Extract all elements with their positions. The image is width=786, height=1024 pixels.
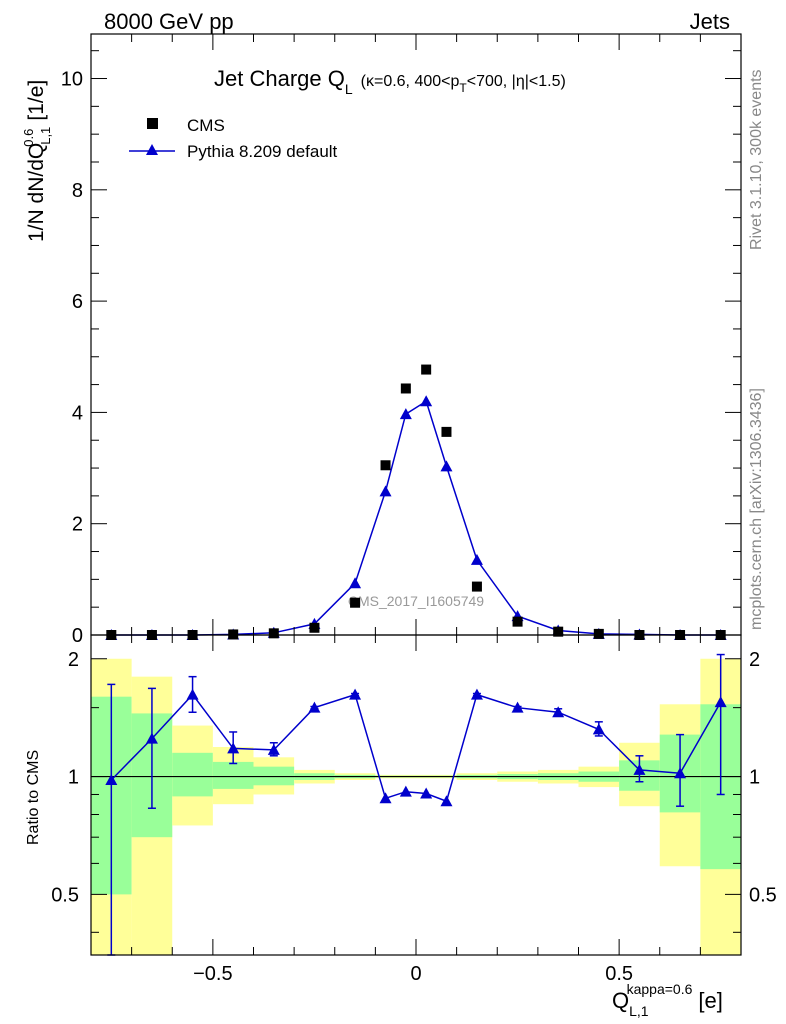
pythia-point (399, 408, 412, 420)
watermark-label: CMS_2017_I1605749 (348, 593, 484, 609)
cms-point (309, 622, 320, 633)
ratio-xlabel: QL,1 kappa=0.6 [e] (612, 981, 723, 1019)
ratio-point (186, 688, 199, 700)
main-ytick-label: 4 (72, 402, 83, 424)
ratio-point (420, 787, 433, 799)
main-title: Jet Charge QL (κ=0.6, 400<pT<700, |η|<1.5… (214, 66, 566, 97)
legend-pythia-marker (146, 144, 158, 155)
ratio-band-inner (172, 752, 213, 797)
ylabel-sup: 0.6 (21, 129, 36, 147)
cms-point (553, 626, 564, 637)
pythia-point (420, 395, 433, 407)
ratio-ylabel: Ratio to CMS (25, 750, 42, 845)
ratio-point (714, 696, 727, 708)
mcplots-reference-label: mcplots.cern.ch [arXiv:1306.3436] (748, 388, 765, 630)
ratio-ytick-label-right: 1 (749, 767, 760, 789)
ratio-xtick-label: 0 (410, 963, 421, 985)
legend-pythia-label: Pythia 8.209 default (187, 142, 338, 161)
main-plot: CMS_2017_I1605749 0 2 4 6 8 10 Jet Charge QL (… (21, 33, 742, 647)
pythia-point (470, 553, 483, 565)
ratio-ytick-label-right: 0.5 (749, 884, 777, 906)
ratio-point (379, 792, 392, 804)
title-sub: L (345, 81, 353, 97)
main-ylabel: 1/N dN/dQL,10.6 [1/e] (21, 80, 53, 242)
ratio-point (440, 795, 453, 807)
header-energy-label: 8000 GeV pp (104, 9, 234, 34)
ratio-ytick-label-left: 2 (68, 649, 79, 671)
legend: CMS Pythia 8.209 default (129, 116, 338, 161)
pythia-point (379, 485, 392, 497)
main-ytick-label: 8 (72, 180, 83, 202)
legend-cms-label: CMS (187, 116, 225, 135)
cms-point (471, 581, 482, 592)
ratio-point (267, 743, 280, 755)
xlabel-sub: L,1 (629, 1003, 649, 1019)
legend-cms-marker (147, 118, 158, 129)
header-jets-label: Jets (690, 9, 730, 34)
main-ytick-label: 2 (72, 514, 83, 536)
rivet-version-label: Rivet 3.1.10, 300k events (748, 69, 765, 250)
cms-point (593, 628, 604, 639)
ratio-point (511, 701, 524, 713)
ratio-ytick-label-left: 0.5 (51, 884, 79, 906)
ratio-ytick-label-left: 1 (68, 767, 79, 789)
main-ytick-label: 6 (72, 291, 83, 313)
ylabel-sub: L,1 (38, 127, 53, 145)
pythia-point (440, 460, 453, 472)
pythia-point (349, 577, 362, 589)
ratio-point (399, 785, 412, 797)
ratio-point (105, 773, 118, 785)
ratio-xtick-label: −0.5 (193, 963, 232, 985)
ratio-point (592, 723, 605, 735)
xlabel-unit: [e] (698, 988, 722, 1013)
main-ytick-label: 0 (72, 625, 83, 647)
cms-point (421, 364, 432, 375)
xlabel-sup: kappa=0.6 (627, 981, 693, 997)
cms-point (268, 628, 279, 639)
ratio-point (227, 742, 240, 754)
ratio-point (308, 701, 321, 713)
cms-point (512, 616, 523, 627)
ratio-point (349, 688, 362, 700)
ylabel-unit: [1/e] (25, 80, 48, 121)
title-main: Jet Charge Q (214, 66, 345, 91)
ratio-line (110, 693, 722, 803)
title-cond-sub: T (459, 81, 467, 95)
ratio-xtick-label: 0.5 (605, 963, 633, 985)
cms-point (350, 597, 361, 608)
ratio-point (552, 706, 565, 718)
cms-point (441, 426, 452, 437)
ratio-point (633, 763, 646, 775)
cms-point (380, 460, 391, 471)
main-ytick-label: 10 (61, 69, 83, 91)
ylabel-main: 1/N dN/dQ (25, 143, 48, 242)
ratio-ytick-label-right: 2 (749, 649, 760, 671)
ratio-point (145, 732, 158, 744)
ratio-point (674, 767, 687, 779)
xlabel-main: Q (612, 988, 629, 1013)
title-cond-a: (κ=0.6, 400<p (361, 73, 460, 90)
ratio-band-inner (212, 761, 254, 789)
ratio-plot: 0.5 0.5 1 1 2 2 −0.5 0 0.5 Ratio to CMS QL,1 kapp… (25, 634, 777, 1019)
cms-point (400, 383, 411, 394)
ratio-point (470, 688, 483, 700)
title-cond-b: <700, |η|<1.5) (467, 73, 566, 90)
